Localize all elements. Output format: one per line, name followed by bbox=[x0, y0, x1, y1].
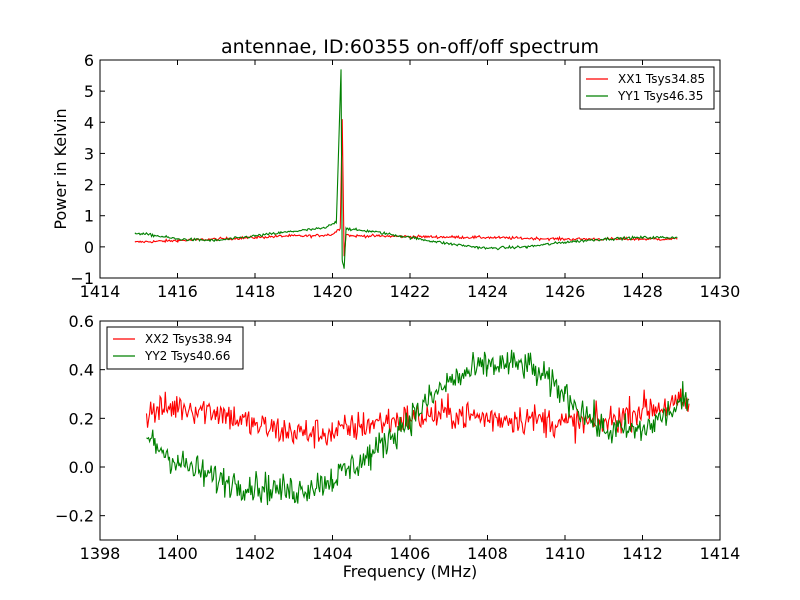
x-tick-label: 1400 bbox=[157, 544, 198, 563]
x-tick-label: 1420 bbox=[312, 282, 353, 301]
y-tick-label: 0.0 bbox=[69, 458, 94, 477]
legend-box bbox=[106, 326, 244, 370]
x-tick-label: 1408 bbox=[467, 544, 508, 563]
bottom-panel: 1398 1400 1402 1404 1406 1408 1410 1412 1414 −0.2… bbox=[55, 312, 740, 581]
top-panel: 1414 1416 1418 1420 1422 1424 1426 1428 1430−101… bbox=[51, 51, 740, 301]
series-line-1 bbox=[134, 119, 678, 257]
y-tick-label: 1 bbox=[84, 207, 94, 226]
x-tick-label: 1416 bbox=[157, 282, 198, 301]
series-group bbox=[134, 69, 678, 269]
series-line-2 bbox=[146, 349, 690, 506]
x-tick-label: 1398 bbox=[80, 544, 121, 563]
y-tick-label: 6 bbox=[84, 51, 94, 70]
legend-box bbox=[579, 66, 715, 110]
x-tick-label: 1410 bbox=[545, 544, 586, 563]
y-tick-label: 2 bbox=[84, 176, 94, 195]
series-line-1 bbox=[145, 388, 690, 449]
x-tick-label: 1426 bbox=[545, 282, 586, 301]
y-tick-label: 5 bbox=[84, 82, 94, 101]
y-tick-label: 0.4 bbox=[69, 361, 94, 380]
x-tick-label: 1414 bbox=[80, 282, 121, 301]
y-tick-label: 0.2 bbox=[69, 409, 94, 428]
y-tick-label: −1 bbox=[70, 269, 94, 288]
x-tick-label: 1406 bbox=[390, 544, 431, 563]
bottom-x-axis-label: Frequency (MHz) bbox=[343, 562, 477, 581]
y-tick-label: 3 bbox=[84, 144, 94, 163]
y-tick-label: 4 bbox=[84, 113, 94, 132]
series-group bbox=[145, 349, 690, 506]
legend-label: XX1 Tsys34.85 bbox=[618, 72, 705, 86]
x-tick-label: 1422 bbox=[390, 282, 431, 301]
legend-label: YY2 Tsys40.66 bbox=[144, 349, 230, 363]
legend-label: YY1 Tsys46.35 bbox=[617, 89, 703, 103]
x-tick-label: 1418 bbox=[235, 282, 276, 301]
x-tick-label: 1402 bbox=[235, 544, 276, 563]
y-tick-label: 0 bbox=[84, 238, 94, 257]
bottom-plot-area: 1398 1400 1402 1404 1406 1408 1410 1412 1414 −0.2… bbox=[55, 312, 740, 563]
top-y-axis-label: Power in Kelvin bbox=[51, 108, 70, 229]
legend: XX2 Tsys38.94 YY2 Tsys40.66 bbox=[106, 326, 244, 370]
y-tick-label: 0.6 bbox=[69, 312, 94, 331]
x-tick-label: 1404 bbox=[312, 544, 353, 563]
x-tick-label: 1412 bbox=[622, 544, 663, 563]
x-tick-label: 1414 bbox=[700, 544, 741, 563]
series-line-2 bbox=[134, 69, 678, 269]
chart-title: antennae, ID:60355 on-off/off spectrum bbox=[221, 36, 599, 58]
x-tick-label: 1430 bbox=[700, 282, 741, 301]
top-plot-area: 1414 1416 1418 1420 1422 1424 1426 1428 1430−101… bbox=[70, 51, 740, 301]
x-tick-label: 1424 bbox=[467, 282, 508, 301]
y-tick-label: −0.2 bbox=[55, 507, 94, 526]
x-tick-label: 1428 bbox=[622, 282, 663, 301]
legend-label: XX2 Tsys38.94 bbox=[145, 332, 232, 346]
legend: XX1 Tsys34.85 YY1 Tsys46.35 bbox=[579, 66, 715, 110]
